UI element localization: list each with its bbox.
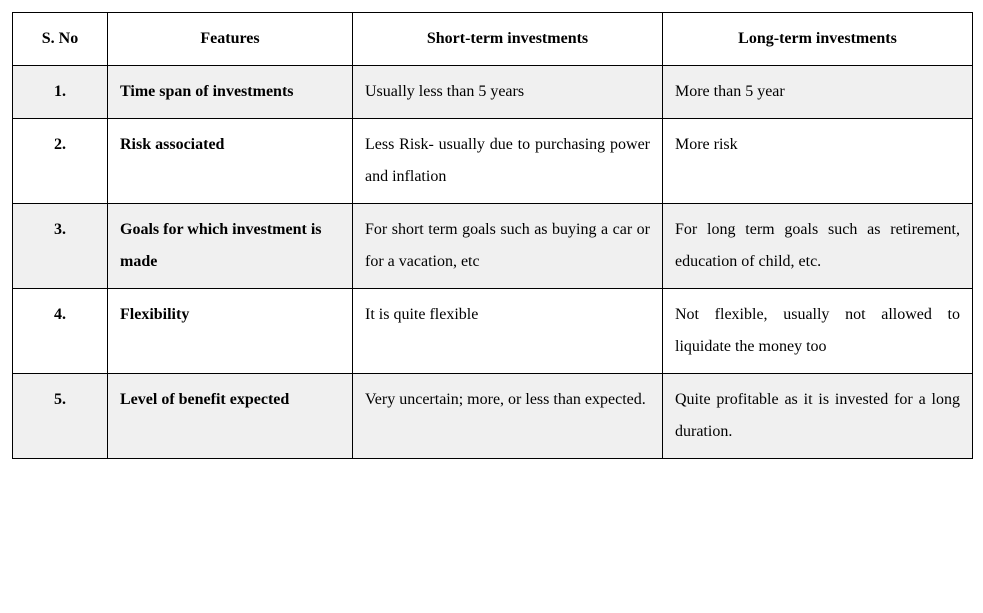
investments-comparison-table: S. No Features Short-term investments Lo… [12,12,973,459]
cell-sno: 1. [13,66,108,119]
col-header-features: Features [108,13,353,66]
table-row: 5.Level of benefit expectedVery uncertai… [13,374,973,459]
cell-short-term: For short term goals such as buying a ca… [353,204,663,289]
table-row: 4.FlexibilityIt is quite flexibleNot fle… [13,289,973,374]
cell-feature: Time span of investments [108,66,353,119]
col-header-short: Short-term investments [353,13,663,66]
cell-feature: Flexibility [108,289,353,374]
cell-short-term: Less Risk- usually due to purchasing pow… [353,119,663,204]
cell-feature: Goals for which investment is made [108,204,353,289]
cell-short-term: Very uncertain; more, or less than expec… [353,374,663,459]
table-row: 3.Goals for which investment is madeFor … [13,204,973,289]
cell-sno: 2. [13,119,108,204]
cell-short-term: Usually less than 5 years [353,66,663,119]
table-row: 1.Time span of investmentsUsually less t… [13,66,973,119]
col-header-sno: S. No [13,13,108,66]
table-body: 1.Time span of investmentsUsually less t… [13,66,973,459]
table-row: 2.Risk associatedLess Risk- usually due … [13,119,973,204]
cell-short-term: It is quite flexible [353,289,663,374]
cell-long-term: More than 5 year [663,66,973,119]
cell-long-term: For long term goals such as retirement, … [663,204,973,289]
cell-sno: 3. [13,204,108,289]
col-header-long: Long-term investments [663,13,973,66]
cell-long-term: Not flexible, usually not allowed to liq… [663,289,973,374]
cell-feature: Risk associated [108,119,353,204]
cell-sno: 5. [13,374,108,459]
cell-feature: Level of benefit expected [108,374,353,459]
cell-sno: 4. [13,289,108,374]
cell-long-term: Quite profitable as it is invested for a… [663,374,973,459]
table-header: S. No Features Short-term investments Lo… [13,13,973,66]
cell-long-term: More risk [663,119,973,204]
